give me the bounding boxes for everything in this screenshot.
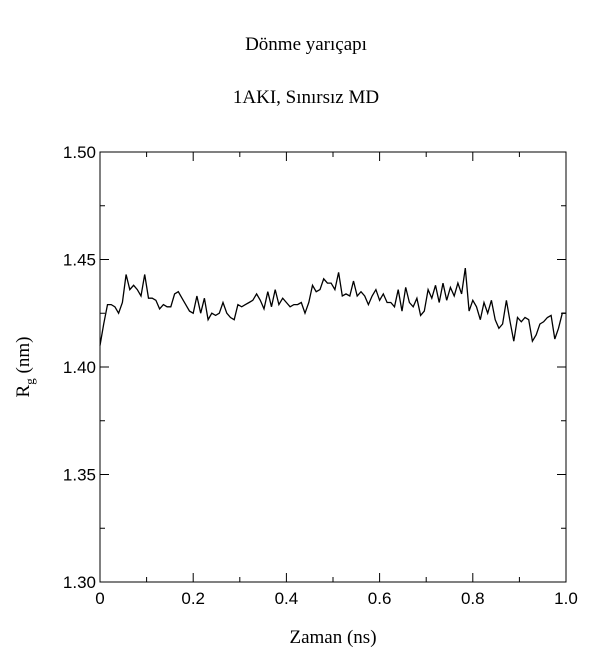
- chart-subtitle: 1AKI, Sınırsız MD: [232, 87, 380, 108]
- x-tick-label: 0: [95, 589, 104, 608]
- axis-ticks: [99, 151, 567, 583]
- y-axis-label-subscript: g: [22, 378, 37, 385]
- tick-labels: 0 0.2 0.4 0.6 0.8 1.0 1.30 1.35 1.40 1.45 1.50: [63, 143, 578, 608]
- y-tick-label: 1.35: [63, 466, 96, 485]
- y-tick-label: 1.45: [63, 251, 96, 270]
- plot-frame: [99, 151, 567, 583]
- x-axis-label: Zaman (ns): [289, 627, 376, 648]
- y-tick-label: 1.30: [63, 573, 96, 592]
- y-axis-label-unit: (nm): [13, 337, 34, 379]
- x-tick-label: 0.2: [181, 589, 205, 608]
- x-tick-label: 1.0: [554, 589, 578, 608]
- y-axis-label-main: R: [13, 384, 34, 397]
- x-tick-label: 0.6: [368, 589, 392, 608]
- y-tick-label: 1.40: [63, 358, 96, 377]
- chart-title: Dönme yarıçapı: [245, 34, 367, 55]
- y-tick-label: 1.50: [63, 143, 96, 162]
- y-axis-label: Rg (nm): [13, 337, 37, 398]
- x-tick-label: 0.8: [461, 589, 485, 608]
- rg-series-line: [99, 268, 566, 346]
- x-tick-label: 0.4: [275, 589, 299, 608]
